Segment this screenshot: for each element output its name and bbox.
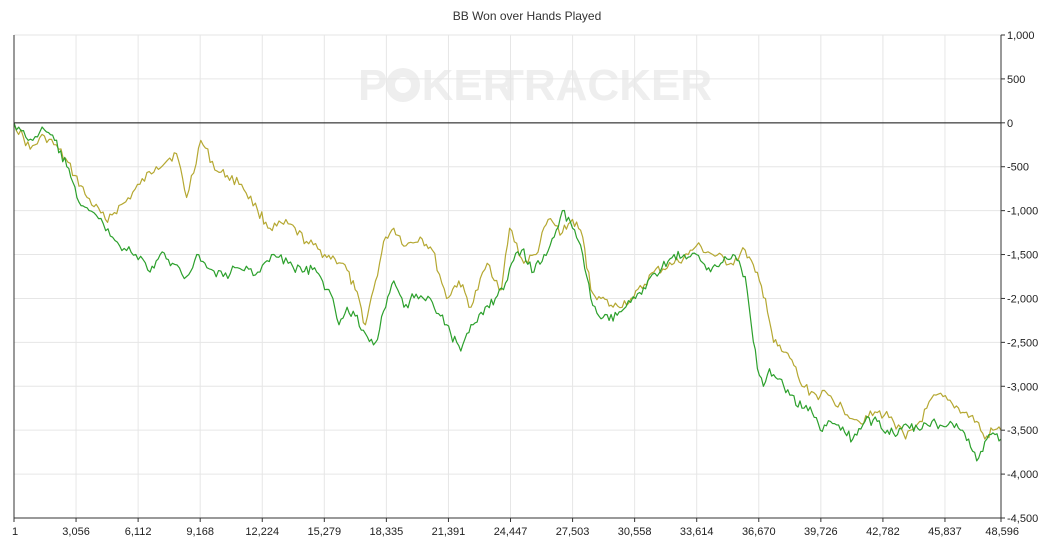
x-tick-label: 24,447 (494, 526, 528, 538)
x-tick-label: 30,558 (618, 526, 652, 538)
watermark-chip-center-icon (395, 77, 411, 93)
y-tick-label: 1,000 (1007, 30, 1035, 42)
x-tick-label: 18,335 (370, 526, 404, 538)
y-tick-label: -2,000 (1007, 293, 1038, 305)
series-line-2 (13, 122, 1002, 462)
y-tick-label: -2,500 (1007, 337, 1038, 349)
watermark-text-tracker: TRACKER (497, 61, 712, 110)
x-tick-label: 48,596 (985, 526, 1019, 538)
y-tick-label: -3,000 (1007, 381, 1038, 393)
x-tick-label: 42,782 (866, 526, 900, 538)
watermark-logo: POKER TRACKER (358, 61, 712, 110)
series-line-1 (13, 122, 1002, 440)
watermark-text-poker: POKER (358, 61, 514, 110)
x-tick-label: 1 (12, 526, 18, 538)
x-tick-label: 33,614 (680, 526, 714, 538)
y-tick-label: -3,500 (1007, 425, 1038, 437)
x-tick-label: 21,391 (432, 526, 466, 538)
x-axis-ticks: 1 3,056 6,112 9,168 12,224 15,279 18,335 21,391… (12, 518, 1019, 538)
series-layer (13, 122, 1002, 462)
x-tick-label: 6,112 (125, 526, 152, 538)
x-tick-label: 9,168 (186, 526, 214, 538)
y-tick-label: -4,000 (1007, 469, 1038, 481)
y-axis-ticks: 1,000 500 0 -500 -1,000 -1,500 -2,000 -2,500 -3,… (1001, 30, 1038, 525)
x-tick-label: 45,837 (928, 526, 962, 538)
x-tick-label: 3,056 (62, 526, 90, 538)
y-tick-label: 500 (1007, 74, 1025, 86)
x-tick-label: 15,279 (307, 526, 341, 538)
y-tick-label: -1,000 (1007, 206, 1038, 218)
x-tick-label: 39,726 (804, 526, 838, 538)
chart-title: BB Won over Hands Played (452, 9, 602, 23)
x-tick-label: 27,503 (556, 526, 590, 538)
y-tick-label: -1,500 (1007, 250, 1038, 262)
y-tick-label: -4,500 (1007, 513, 1038, 525)
axes (13, 35, 1002, 519)
y-tick-label: 0 (1007, 118, 1013, 130)
grid (14, 34, 1001, 519)
x-tick-label: 36,670 (742, 526, 776, 538)
x-tick-label: 12,224 (245, 526, 279, 538)
y-tick-label: -500 (1007, 162, 1029, 174)
